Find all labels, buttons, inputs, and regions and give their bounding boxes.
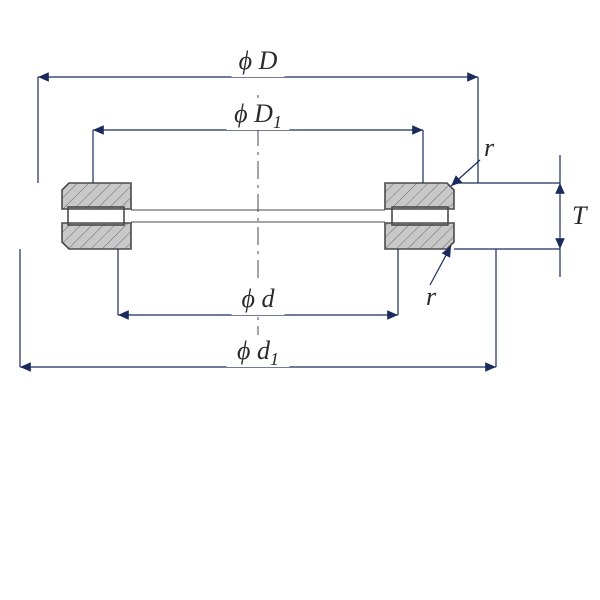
washer-bottom xyxy=(62,223,131,249)
washer-top xyxy=(62,183,131,209)
label-r: r xyxy=(426,282,437,311)
washer-bottom xyxy=(385,223,454,249)
label-T: T xyxy=(572,201,588,230)
washer-top xyxy=(385,183,454,209)
dim-D: ϕ D xyxy=(239,46,278,75)
leader-r xyxy=(451,160,480,186)
leader-r xyxy=(430,246,451,285)
dim-d: ϕ d xyxy=(242,284,276,313)
label-r: r xyxy=(484,133,495,162)
